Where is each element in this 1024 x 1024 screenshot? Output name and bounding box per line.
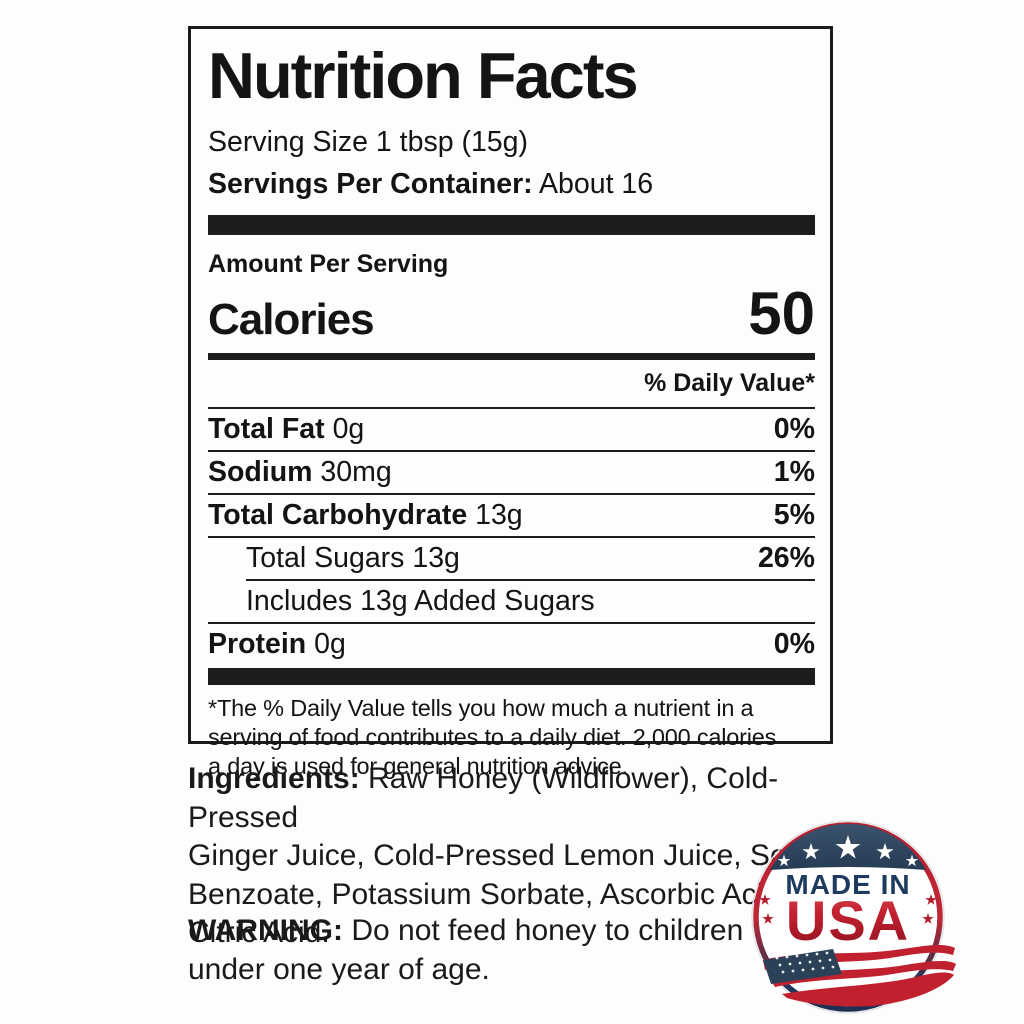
ingredients-line: Ingredients: Raw Honey (Wildflower), Col… xyxy=(188,760,888,837)
nutrient-name: Includes 13g Added Sugars xyxy=(246,585,595,617)
divider-indented xyxy=(246,579,815,581)
badge-outer-ring xyxy=(751,820,945,1014)
made-in-usa-badge-graphic: MADE IN USA xyxy=(751,820,956,1014)
nutrient-amount: 13g xyxy=(475,499,523,531)
badge-usa-text: USA xyxy=(786,889,910,952)
ingredients-label: Ingredients: xyxy=(188,762,360,795)
footnote-line: *The % Daily Value tells you how much a … xyxy=(208,695,754,721)
nutrient-row-total-carbohydrate: Total Carbohydrate 13g 5% xyxy=(208,493,815,536)
nutrition-facts-title: Nutrition Facts xyxy=(208,39,639,112)
badge-made-in-text: MADE IN xyxy=(785,869,910,900)
nutrient-name: Protein xyxy=(208,628,315,660)
nutrient-dv: 0% xyxy=(773,628,815,660)
warning-text: Do not feed honey to children xyxy=(342,914,744,947)
amount-per-serving: Amount Per Serving xyxy=(208,250,449,278)
serving-size: Serving Size 1 tbsp (15g) xyxy=(208,126,528,158)
nutrient-amount: 30mg xyxy=(320,456,392,488)
ingredients-paragraph: Ingredients: Raw Honey (Wildflower), Col… xyxy=(188,760,888,953)
nutrient-name: Sodium xyxy=(208,456,321,488)
nutrient-row-total-fat: Total Fat 0g 0% xyxy=(208,409,815,450)
calories-row: Calories 50 xyxy=(208,279,815,348)
nutrient-name: Total Fat xyxy=(208,413,333,445)
calories-value: 50 xyxy=(748,280,815,347)
nutrient-row-protein: Protein 0g 0% xyxy=(208,622,815,665)
nutrient-dv: 1% xyxy=(773,456,815,488)
nutrient-row-added-sugars: Includes 13g Added Sugars xyxy=(208,581,815,622)
warning-paragraph: WARNING: Do not feed honey to children u… xyxy=(188,912,808,989)
ingredients-line: Ginger Juice, Cold-Pressed Lemon Juice, … xyxy=(188,839,852,872)
nutrient-amount: 13g xyxy=(412,542,460,574)
nutrient-name: Total Sugars xyxy=(246,542,413,574)
ingredients-line: Benzoate, Potassium Sorbate, Ascorbic Ac… xyxy=(188,877,789,911)
servings-per-container-label: Servings Per Container: xyxy=(208,168,533,200)
nutrient-row-sodium: Sodium 30mg 1% xyxy=(208,450,815,493)
nutrient-dv: 0% xyxy=(773,413,815,445)
divider-medium xyxy=(208,353,815,360)
servings-per-container: Servings Per Container: About 16 xyxy=(208,168,815,201)
nutrient-dv: 26% xyxy=(757,542,815,574)
calories-label: Calories xyxy=(208,295,375,344)
ingredients-line: Citric Acid. xyxy=(188,916,330,949)
servings-per-container-value: About 16 xyxy=(532,168,654,200)
nutrient-row-total-sugars: Total Sugars 13g 26% xyxy=(208,536,815,579)
daily-value-footnote: *The % Daily Value tells you how much a … xyxy=(208,685,815,781)
nutrient-dv: 5% xyxy=(773,499,815,531)
daily-value-header: % Daily Value* xyxy=(208,360,815,409)
footnote-line: a day is used for general nutrition advi… xyxy=(208,753,628,779)
footnote-line: serving of food contributes to a daily d… xyxy=(208,724,777,750)
warning-line: under one year of age. xyxy=(188,952,490,986)
nutrient-amount: 0g xyxy=(332,413,365,445)
ingredients-text: Raw Honey (Wildflower), Cold-Pressed xyxy=(188,762,779,834)
badge-flag xyxy=(763,944,956,1007)
nutrition-facts-panel: Nutrition Facts Serving Size 1 tbsp (15g… xyxy=(188,26,833,779)
nutrient-name: Total Carbohydrate xyxy=(208,499,476,531)
divider-thick-bottom xyxy=(208,668,815,685)
warning-label: WARNING: xyxy=(188,914,343,947)
nutrient-amount: 0g xyxy=(314,628,346,660)
made-in-usa-badge: MADE IN USA xyxy=(745,818,959,1024)
divider-thick-top xyxy=(208,215,815,235)
warning-line: WARNING: Do not feed honey to children xyxy=(188,912,808,951)
